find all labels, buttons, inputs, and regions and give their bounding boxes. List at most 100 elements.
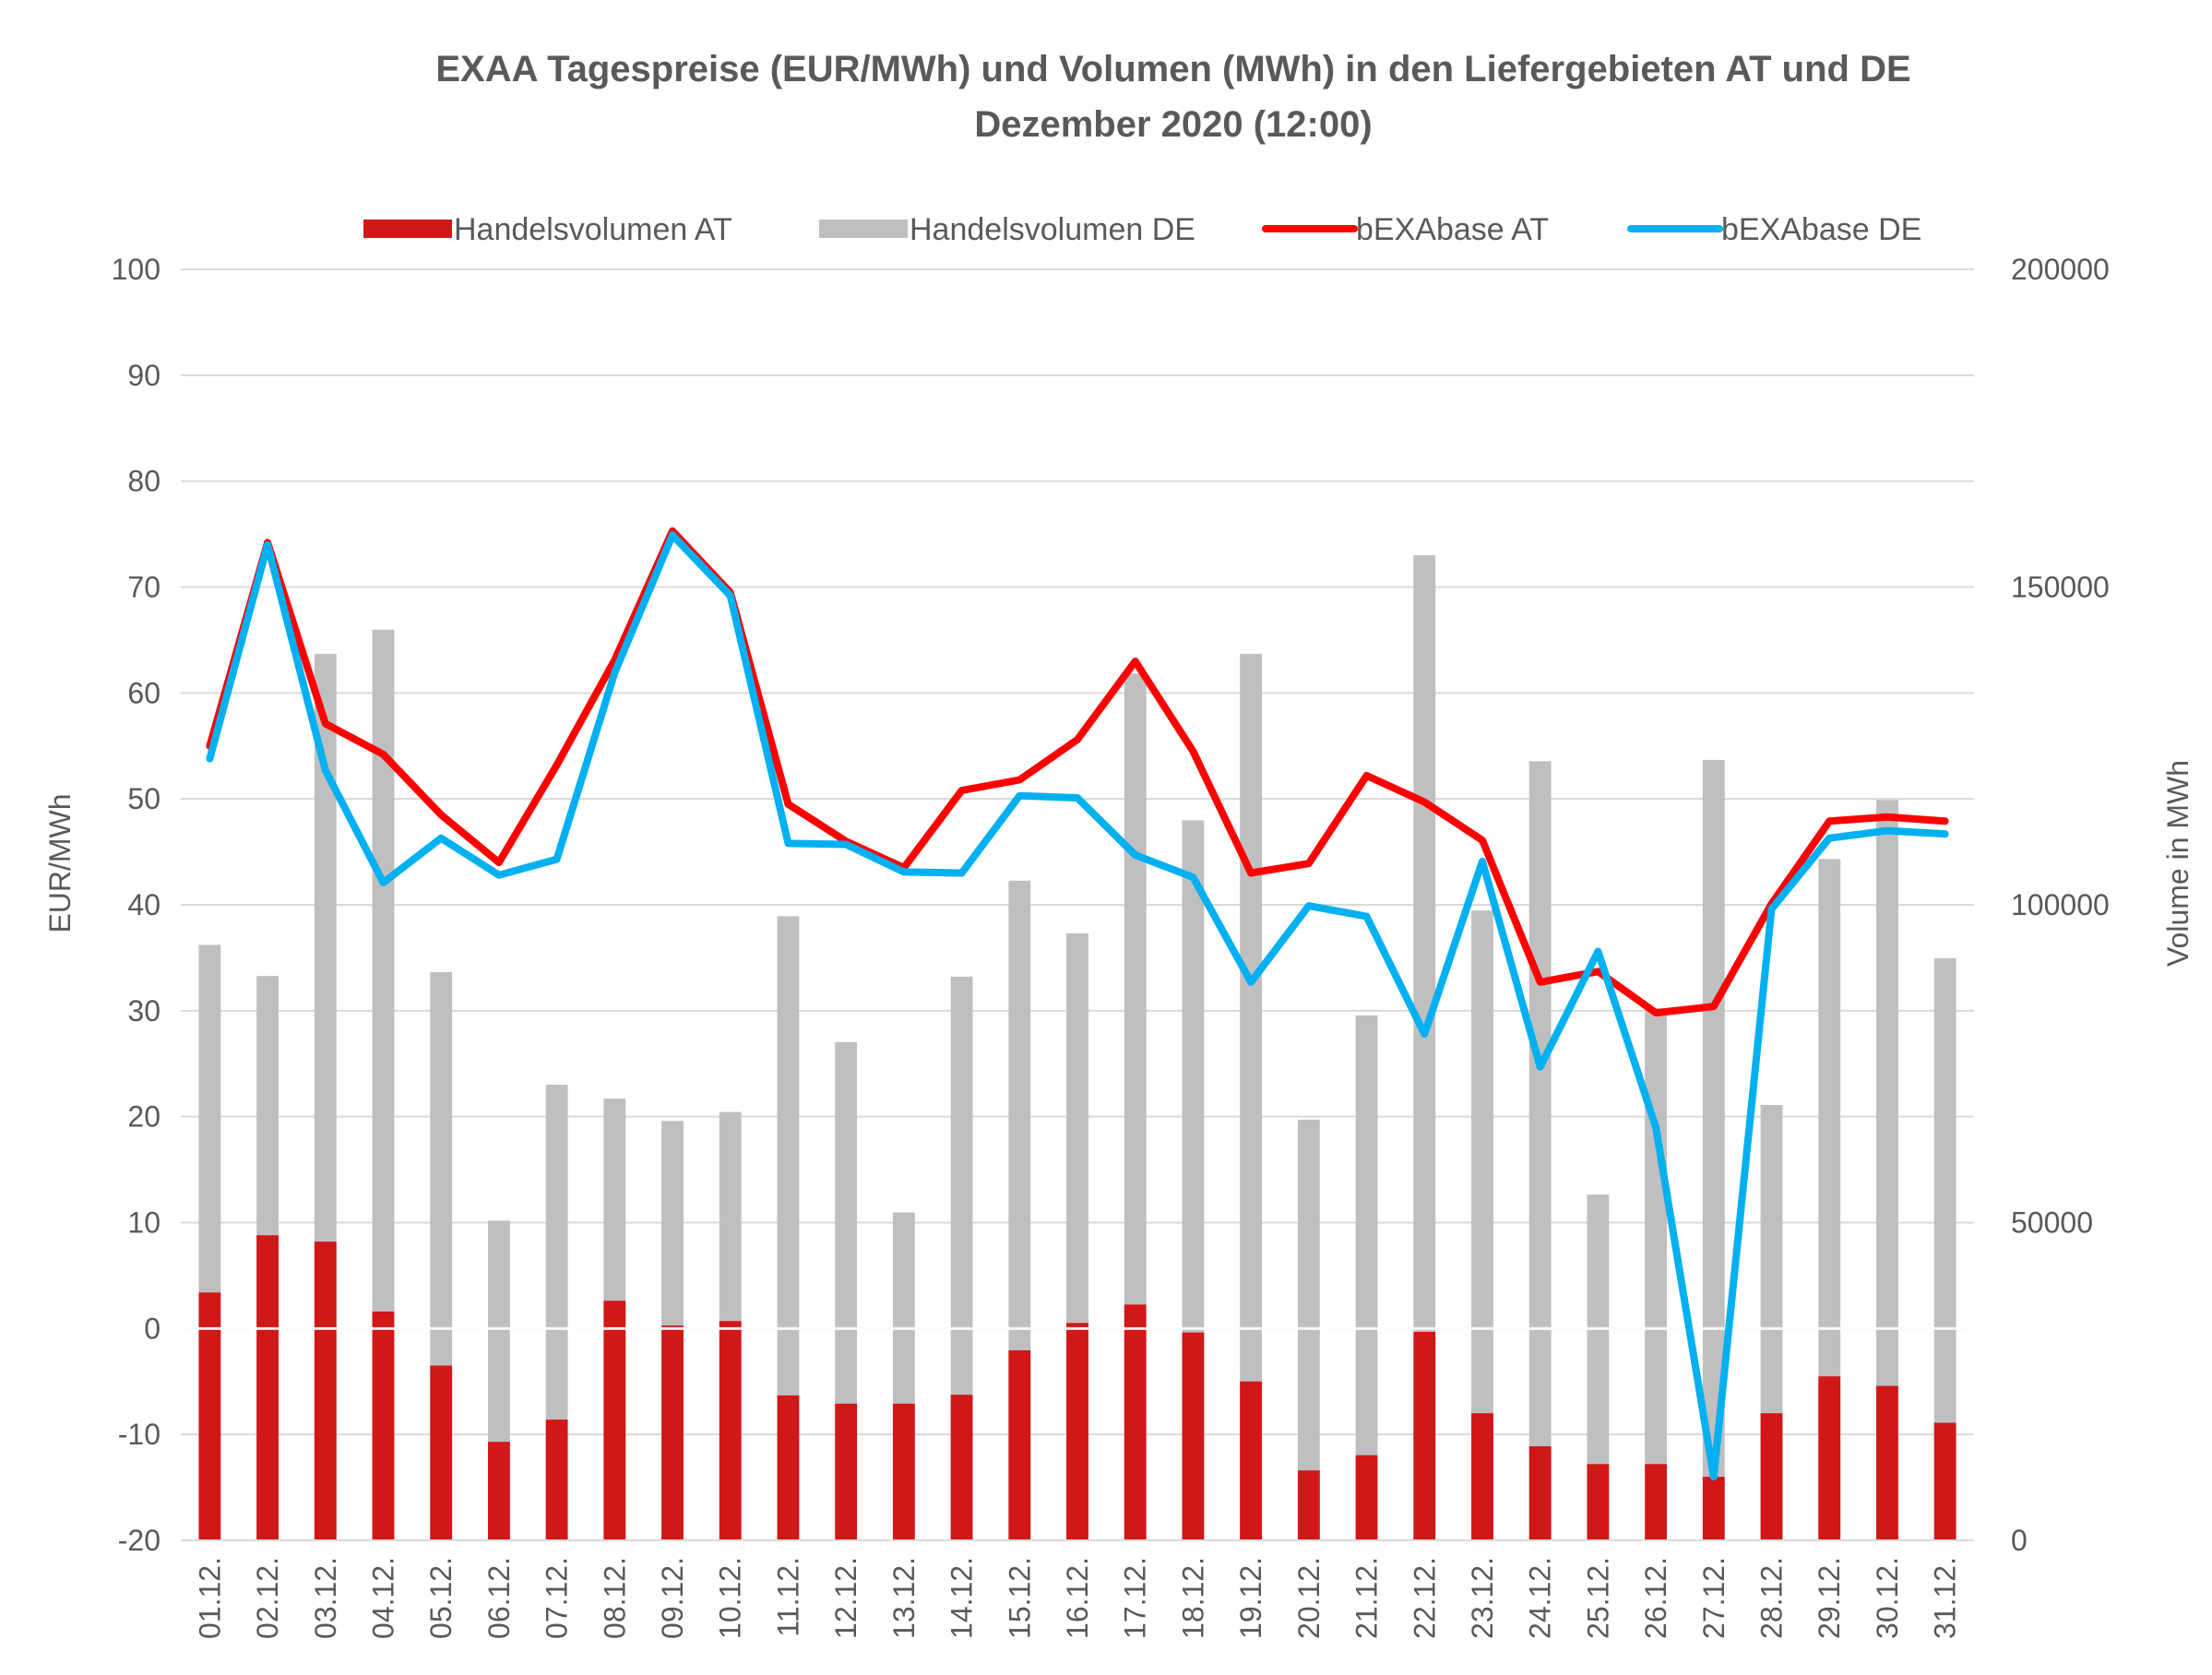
legend-label: bEXAbase AT [1356, 212, 1549, 247]
bar-handelsvolumen-at [1933, 1422, 1956, 1540]
bar-handelsvolumen-at [1587, 1464, 1610, 1540]
bar-handelsvolumen-at [1124, 1304, 1147, 1540]
bar-handelsvolumen-at [892, 1403, 915, 1540]
zero-line [181, 1326, 1974, 1541]
y-tick-label: 80 [127, 465, 161, 498]
y2-tick-label: 200000 [2011, 253, 2110, 286]
bar-handelsvolumen-at [1471, 1413, 1493, 1540]
y2-tick-label: 100000 [2011, 888, 2110, 921]
y-tick-label: 0 [144, 1312, 161, 1345]
y2-tick-label: 150000 [2011, 571, 2110, 604]
y2-axis-ticks: 0 50000 100000 150000 200000 [2011, 253, 2110, 1557]
chart-title: EXAA Tagespreise (EUR/MWh) und Volumen (… [435, 49, 1910, 89]
bar-handelsvolumen-at [1355, 1455, 1378, 1540]
bar-handelsvolumen-at [1702, 1477, 1725, 1540]
x-tick-label: 23.12. [1466, 1557, 1499, 1639]
bar-handelsvolumen-de [1355, 1015, 1378, 1540]
y-tick-label: 10 [127, 1206, 161, 1240]
bar-handelsvolumen-de [1933, 957, 1956, 1540]
bar-handelsvolumen-at [372, 1311, 395, 1540]
bar-handelsvolumen-at [545, 1420, 568, 1540]
bar-handelsvolumen-at [1066, 1323, 1088, 1540]
line-bexabase-at [206, 527, 1949, 1017]
x-tick-label: 14.12. [945, 1557, 979, 1639]
legend-swatch [819, 220, 908, 238]
x-tick-label: 30.12. [1871, 1557, 1904, 1639]
legend: Handelsvolumen AT Handelsvolumen DE bEXAba… [363, 212, 1921, 247]
y-tick-label: 70 [127, 571, 161, 604]
bar-handelsvolumen-de [1297, 1119, 1320, 1540]
bar-handelsvolumen-de [1587, 1194, 1610, 1540]
lines [206, 527, 1949, 1481]
bar-handelsvolumen-at [1876, 1385, 1898, 1540]
bar-handelsvolumen-at [835, 1403, 858, 1540]
x-tick-label: 05.12. [424, 1557, 458, 1639]
y2-tick-label: 0 [2011, 1524, 2028, 1557]
y-tick-label: 20 [127, 1100, 161, 1134]
line-bexabase-de [206, 531, 1949, 1481]
bar-handelsvolumen-at [1413, 1332, 1436, 1540]
bars [198, 555, 1956, 1540]
bar-handelsvolumen-at [1645, 1464, 1668, 1540]
y-tick-label: -20 [118, 1524, 161, 1557]
bar-handelsvolumen-at [487, 1442, 510, 1540]
bar-handelsvolumen-de [1528, 761, 1552, 1540]
y-tick-label: 90 [127, 359, 161, 392]
y-tick-label: 60 [127, 676, 161, 709]
x-tick-label: 02.12. [251, 1557, 284, 1639]
bar-handelsvolumen-at [661, 1325, 684, 1540]
x-tick-label: 16.12. [1061, 1557, 1094, 1639]
legend-label: Handelsvolumen DE [910, 212, 1195, 247]
x-tick-label: 12.12. [829, 1557, 862, 1639]
x-axis-ticks: 01.12. 02.12. 03.12. 04.12. 05.12. 06.12. 07.1… [193, 1557, 1961, 1639]
bar-handelsvolumen-at [950, 1395, 973, 1540]
x-tick-label: 17.12. [1119, 1557, 1152, 1639]
bar-handelsvolumen-at [1297, 1470, 1320, 1540]
x-tick-label: 19.12. [1234, 1557, 1267, 1639]
bar-handelsvolumen-de [1645, 1008, 1668, 1540]
x-tick-label: 18.12. [1176, 1557, 1209, 1639]
bar-handelsvolumen-at [1760, 1413, 1783, 1540]
y-axis-ticks: -20 -10 0 10 20 30 40 50 60 70 80 90 100 [112, 253, 161, 1557]
bar-handelsvolumen-de [1702, 759, 1725, 1540]
legend-label: bEXAbase DE [1721, 212, 1921, 247]
bar-handelsvolumen-at [603, 1301, 626, 1540]
x-tick-label: 03.12. [309, 1557, 342, 1639]
y-tick-label: 50 [127, 782, 161, 815]
bar-handelsvolumen-at [314, 1241, 337, 1540]
bar-handelsvolumen-at [1818, 1376, 1841, 1540]
y2-axis-label: Volume in MWh [2161, 760, 2194, 967]
x-tick-label: 09.12. [656, 1557, 689, 1639]
y-tick-label: -10 [118, 1418, 161, 1451]
x-tick-label: 22.12. [1408, 1557, 1441, 1639]
legend-label: Handelsvolumen AT [454, 212, 732, 247]
y-tick-label: 30 [127, 994, 161, 1028]
bar-handelsvolumen-de [1876, 800, 1898, 1540]
x-tick-label: 29.12. [1813, 1557, 1846, 1639]
bar-handelsvolumen-at [1008, 1349, 1031, 1540]
bar-handelsvolumen-at [430, 1365, 453, 1540]
x-tick-label: 15.12. [1003, 1557, 1036, 1639]
x-tick-label: 25.12. [1581, 1557, 1614, 1639]
x-tick-label: 28.12. [1755, 1557, 1789, 1639]
x-tick-label: 01.12. [193, 1557, 226, 1639]
x-tick-label: 11.12. [771, 1557, 804, 1637]
chart-subtitle: Dezember 2020 (12:00) [974, 104, 1372, 145]
y2-tick-label: 50000 [2011, 1206, 2093, 1240]
x-tick-label: 06.12. [482, 1557, 516, 1639]
x-tick-label: 13.12. [887, 1557, 921, 1639]
x-tick-label: 07.12. [541, 1557, 574, 1639]
y-tick-label: 100 [112, 253, 161, 286]
bar-handelsvolumen-at [777, 1395, 800, 1540]
x-tick-label: 24.12. [1524, 1557, 1557, 1639]
bar-handelsvolumen-de [1471, 910, 1493, 1540]
x-tick-label: 26.12. [1639, 1557, 1672, 1639]
x-tick-label: 31.12. [1929, 1557, 1962, 1639]
x-tick-label: 08.12. [598, 1557, 631, 1639]
x-tick-label: 21.12. [1350, 1557, 1384, 1639]
bar-handelsvolumen-at [1240, 1381, 1263, 1540]
y-tick-label: 40 [127, 888, 161, 921]
x-tick-label: 10.12. [714, 1557, 747, 1639]
x-tick-label: 20.12. [1292, 1557, 1326, 1639]
bar-handelsvolumen-at [1182, 1332, 1205, 1540]
